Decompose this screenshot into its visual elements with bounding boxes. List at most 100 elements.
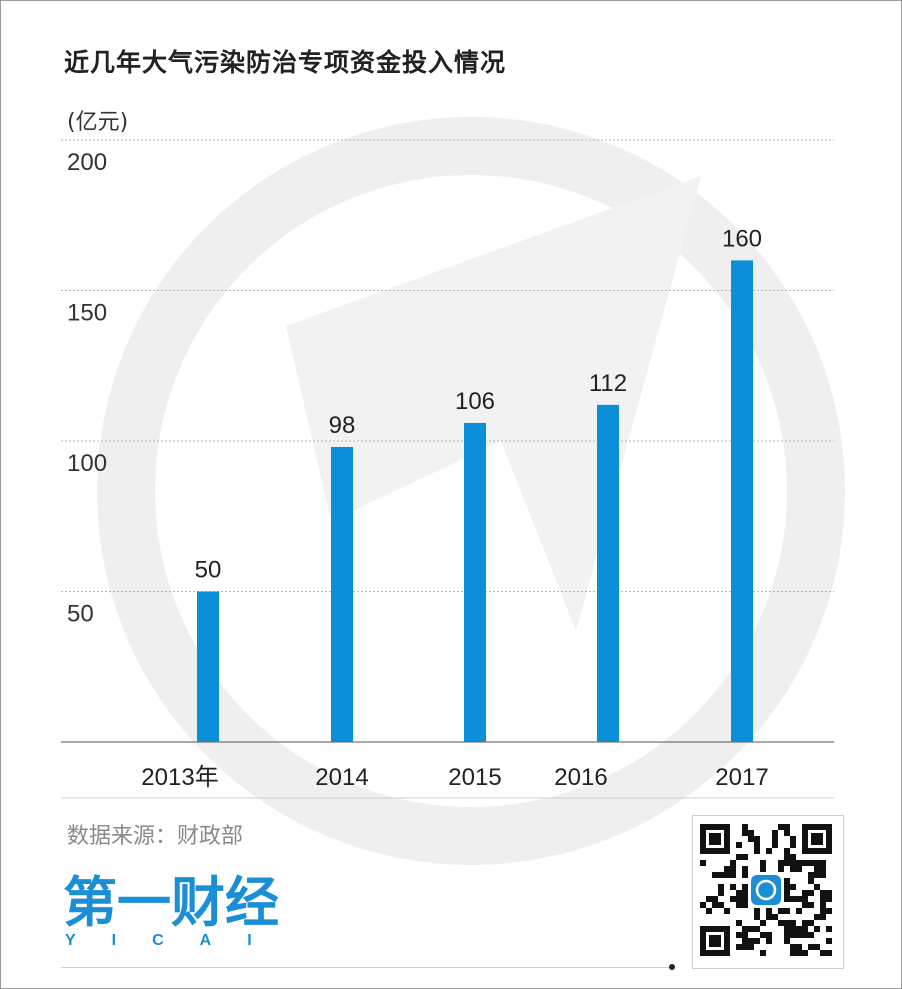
qr-module — [760, 950, 766, 956]
x-tick-label: 2013年 — [141, 764, 218, 791]
qr-module — [730, 884, 736, 890]
qr-module — [802, 860, 808, 866]
qr-module — [802, 950, 808, 956]
qr-module — [700, 860, 706, 866]
qr-module — [814, 884, 820, 890]
qr-module — [826, 908, 832, 914]
qr-module — [742, 938, 748, 944]
data-label: 106 — [455, 388, 495, 415]
qr-module — [742, 902, 748, 908]
qr-module — [784, 932, 790, 938]
qr-module — [790, 836, 796, 842]
y-tick-label: 100 — [67, 450, 107, 477]
qr-module — [796, 866, 802, 872]
qr-module — [736, 932, 742, 938]
qr-module — [790, 854, 796, 860]
data-label: 160 — [722, 225, 762, 252]
qr-module — [742, 824, 748, 830]
qr-module — [808, 878, 814, 884]
data-labels: 50 98 106 112 160 — [195, 225, 762, 583]
qr-module — [808, 902, 814, 908]
qr-module — [784, 926, 790, 932]
qr-module — [706, 896, 712, 902]
qr-module — [718, 872, 724, 878]
qr-module — [802, 920, 808, 926]
qr-module — [820, 896, 826, 902]
qr-module — [814, 860, 820, 866]
qr-module — [748, 926, 754, 932]
qr-module — [808, 872, 814, 878]
qr-module — [742, 932, 748, 938]
qr-module — [754, 908, 760, 914]
qr-module — [802, 932, 808, 938]
qr-module — [784, 878, 790, 884]
qr-module — [784, 848, 790, 854]
qr-module — [736, 896, 742, 902]
qr-module — [718, 884, 724, 890]
qr-module — [790, 842, 796, 848]
qr-module — [820, 908, 826, 914]
y-axis-unit: (亿元) — [67, 110, 129, 135]
x-tick-label: 2014 — [315, 764, 368, 791]
qr-module — [784, 896, 790, 902]
qr-module — [742, 854, 748, 860]
qr-module — [784, 824, 790, 830]
qr-module — [766, 932, 772, 938]
qr-module — [808, 920, 814, 926]
qr-module — [820, 902, 826, 908]
qr-module — [742, 872, 748, 878]
qr-module — [808, 932, 814, 938]
qr-module — [742, 896, 748, 902]
qr-module — [748, 836, 754, 842]
qr-module — [814, 944, 820, 950]
data-label: 50 — [195, 557, 222, 584]
qr-module — [760, 932, 766, 938]
qr-module — [796, 896, 802, 902]
qr-module — [724, 866, 730, 872]
qr-module — [736, 944, 742, 950]
qr-module — [736, 902, 742, 908]
bar — [464, 422, 486, 742]
bar — [731, 260, 753, 742]
qr-module — [742, 890, 748, 896]
qr-module — [736, 854, 742, 860]
qr-module — [730, 896, 736, 902]
qr-module — [784, 860, 790, 866]
qr-module — [718, 890, 724, 896]
y-axis-ticks: 50 100 150 200 — [67, 149, 107, 628]
qr-module — [784, 938, 790, 944]
y-tick-label: 50 — [67, 601, 94, 628]
qr-module — [730, 860, 736, 866]
qr-module — [826, 938, 832, 944]
qr-module — [790, 932, 796, 938]
qr-finder-core — [811, 833, 823, 845]
qr-module — [826, 896, 832, 902]
qr-module — [790, 920, 796, 926]
qr-module — [802, 902, 808, 908]
qr-module — [736, 842, 742, 848]
data-label: 112 — [589, 370, 627, 397]
qr-module — [748, 944, 754, 950]
qr-module — [808, 860, 814, 866]
yicai-logo: 第一财经 YICAI — [63, 871, 279, 949]
qr-module — [724, 908, 730, 914]
qr-module — [766, 914, 772, 920]
qr-module — [772, 836, 778, 842]
qr-module — [754, 842, 760, 848]
qr-module — [790, 944, 796, 950]
qr-module — [736, 890, 742, 896]
bar — [197, 591, 219, 742]
qr-module — [820, 860, 826, 866]
qr-module — [772, 830, 778, 836]
qr-module — [784, 920, 790, 926]
qr-module — [820, 914, 826, 920]
qr-module — [802, 890, 808, 896]
x-axis-ticks: 2013年 2014 2015 2016 2017 — [141, 764, 768, 791]
qr-module — [796, 908, 802, 914]
qr-module — [820, 872, 826, 878]
qr-module — [766, 848, 772, 854]
qr-module — [784, 890, 790, 896]
x-tick-label: 2017 — [715, 764, 768, 791]
qr-code-pattern — [700, 824, 832, 956]
qr-center-logo-ring — [755, 879, 777, 901]
